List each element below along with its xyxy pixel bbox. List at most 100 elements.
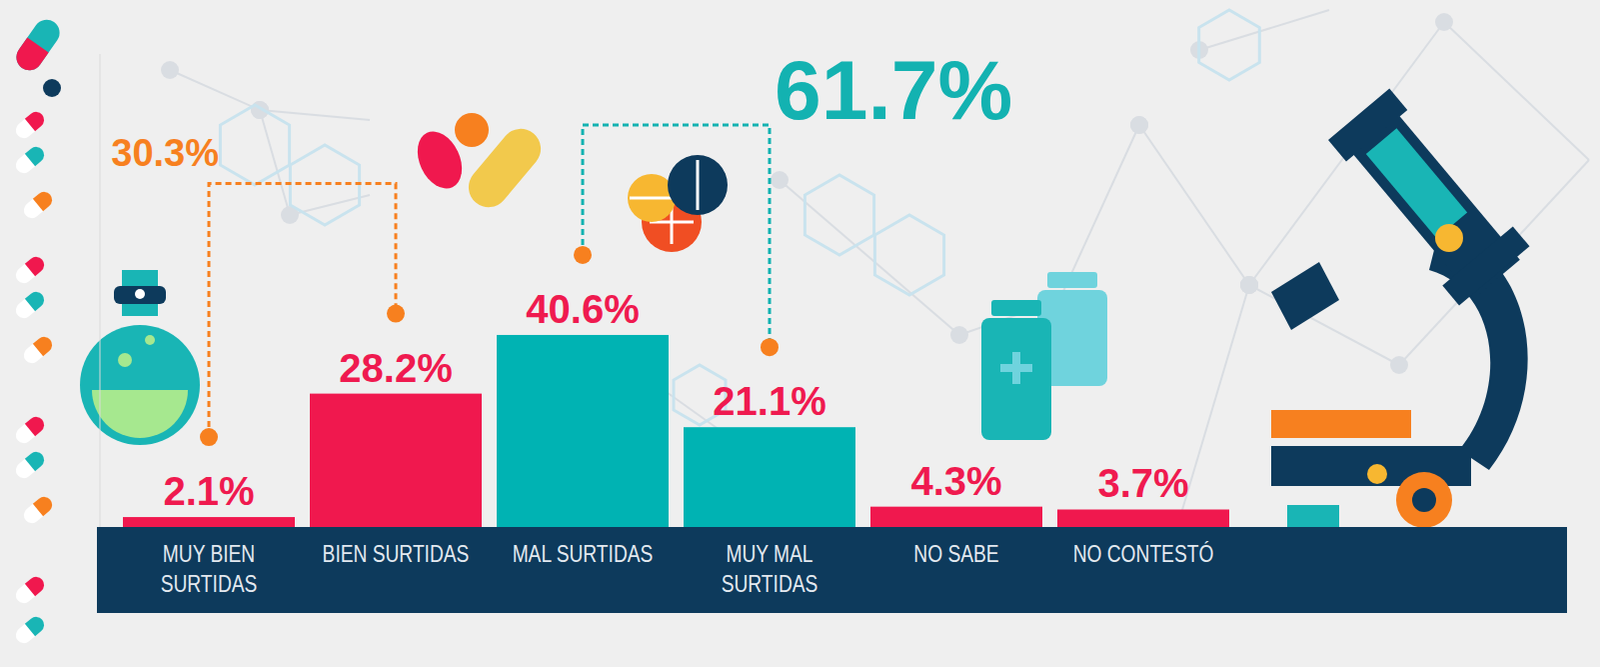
capsule-half xyxy=(12,573,48,607)
category-label: NO SABE xyxy=(913,539,999,568)
capsule-half xyxy=(24,448,48,472)
category-label: MUY BIENSURTIDAS xyxy=(160,539,258,598)
objective xyxy=(1271,261,1340,330)
network-node xyxy=(1240,275,1259,294)
y-axis-line xyxy=(99,53,101,527)
pill xyxy=(454,112,489,147)
chart: 2.1%28.2%40.6%21.1%4.3%3.7%MUY BIENSURTI… xyxy=(0,0,1600,667)
capsule-half xyxy=(12,288,48,322)
capsule-half xyxy=(24,143,48,167)
category-label-line: MUY MAL xyxy=(725,539,813,568)
category-label-line: SURTIDAS xyxy=(160,569,258,598)
network-node xyxy=(1390,355,1409,374)
data-label: 4.3% xyxy=(910,458,1002,503)
data-label: 3.7% xyxy=(1097,460,1189,505)
category-label-group: BIEN SURTIDAS xyxy=(322,539,470,568)
flask-body xyxy=(79,324,200,445)
bracket-dot xyxy=(386,304,405,323)
capsule xyxy=(12,573,48,607)
decorations xyxy=(10,9,1590,646)
capsule-half xyxy=(32,493,56,517)
capsule-half xyxy=(24,288,48,312)
network-line xyxy=(1444,21,1590,160)
category-label: MAL SURTIDAS xyxy=(512,539,654,568)
capsule-half xyxy=(24,253,48,277)
knob xyxy=(1367,463,1388,484)
category-label: NO CONTESTÓ xyxy=(1073,539,1215,568)
focus-knob-center xyxy=(1412,487,1437,512)
network-line xyxy=(259,109,290,215)
microscope-tube xyxy=(1323,84,1533,309)
bar xyxy=(683,426,856,527)
capsule xyxy=(20,188,56,222)
network-line xyxy=(1179,284,1250,520)
capsule xyxy=(20,333,56,367)
capsule xyxy=(10,14,64,76)
bubble xyxy=(117,352,132,367)
capsule-half xyxy=(12,253,48,287)
bar xyxy=(309,393,482,527)
category-label-group: MAL SURTIDAS xyxy=(512,539,654,568)
background xyxy=(0,0,1600,667)
data-label: 40.6% xyxy=(525,286,639,331)
tube-inner xyxy=(1366,127,1468,238)
molecule xyxy=(1199,9,1261,80)
network-node xyxy=(1240,275,1259,294)
bottle-cap xyxy=(991,299,1042,316)
capsule-half xyxy=(24,413,48,437)
capsule-half xyxy=(20,188,56,222)
capsule-half xyxy=(20,333,56,367)
category-label-line: SURTIDAS xyxy=(721,569,819,598)
capsule-half xyxy=(12,613,48,647)
bracket-dot xyxy=(573,245,592,264)
network-line xyxy=(779,179,960,335)
knob xyxy=(1435,223,1464,252)
capsule-half xyxy=(32,333,56,357)
bubble xyxy=(144,334,155,345)
data-label: 21.1% xyxy=(712,378,826,423)
network-node xyxy=(1240,275,1259,294)
pill-line xyxy=(629,196,674,200)
bracket-dot xyxy=(760,337,779,356)
bracket xyxy=(208,183,396,437)
pill xyxy=(460,120,549,216)
network-line xyxy=(169,69,260,110)
network-node xyxy=(770,170,789,189)
flask-dot xyxy=(134,288,145,299)
annotation: 61.7% xyxy=(774,42,1013,137)
capsule xyxy=(12,108,48,142)
capsule xyxy=(12,143,48,177)
capsule-half xyxy=(20,493,56,527)
category-label-group: MUY BIENSURTIDAS xyxy=(160,539,258,598)
capsule xyxy=(20,493,56,527)
network-line xyxy=(1139,124,1250,285)
pill xyxy=(667,154,728,215)
network-node xyxy=(1130,115,1149,134)
bottle xyxy=(981,317,1052,440)
capsule-half xyxy=(12,108,48,142)
capsule-half xyxy=(12,448,48,482)
capsule-half xyxy=(10,37,48,76)
flask-cap xyxy=(113,285,166,304)
capsule xyxy=(12,448,48,482)
pill-shape xyxy=(460,120,549,216)
molecule xyxy=(219,104,289,185)
base-block xyxy=(1287,504,1340,527)
capsule-half xyxy=(12,143,48,177)
stage-top xyxy=(1271,409,1412,438)
category-band xyxy=(96,526,1568,613)
category-label: MUY MALSURTIDAS xyxy=(721,539,819,598)
network-node xyxy=(160,60,179,79)
capsule-half xyxy=(24,613,48,637)
focus-knob xyxy=(1396,471,1453,528)
category-label-group: MUY MALSURTIDAS xyxy=(721,539,819,598)
capsule-half xyxy=(32,188,56,212)
network-node xyxy=(1435,12,1454,31)
bracket-dot xyxy=(199,427,218,446)
capsule-half xyxy=(24,573,48,597)
molecule xyxy=(874,214,944,295)
bar xyxy=(496,334,669,527)
category-label-group: NO SABE xyxy=(913,539,999,568)
data-label: 28.2% xyxy=(338,345,452,390)
bottle-cap xyxy=(1047,271,1098,288)
